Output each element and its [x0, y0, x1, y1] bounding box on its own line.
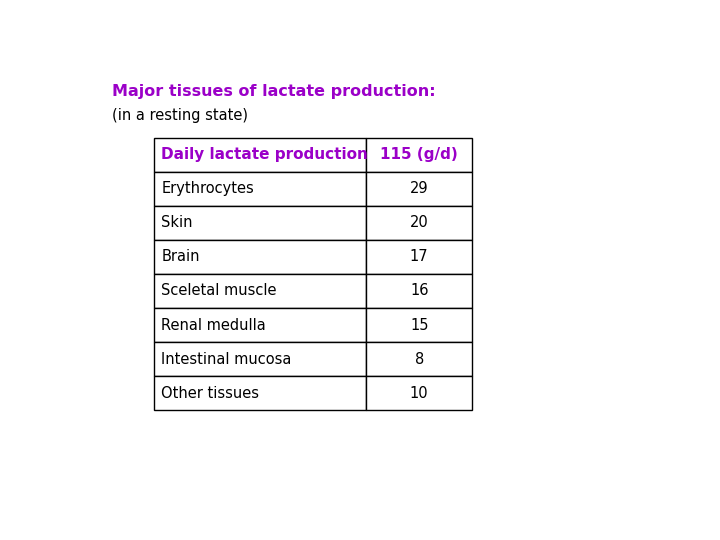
- Polygon shape: [366, 172, 472, 206]
- Polygon shape: [154, 138, 366, 172]
- Polygon shape: [154, 308, 366, 342]
- Text: Sceletal muscle: Sceletal muscle: [161, 284, 277, 299]
- Polygon shape: [154, 376, 366, 410]
- Polygon shape: [154, 206, 366, 240]
- Polygon shape: [366, 240, 472, 274]
- Polygon shape: [154, 342, 366, 376]
- Text: 20: 20: [410, 215, 428, 230]
- Text: Intestinal mucosa: Intestinal mucosa: [161, 352, 292, 367]
- Text: Major tissues of lactate production:: Major tissues of lactate production:: [112, 84, 436, 98]
- Text: 115 (g/d): 115 (g/d): [380, 147, 458, 162]
- Polygon shape: [366, 274, 472, 308]
- Polygon shape: [366, 138, 472, 172]
- Polygon shape: [366, 308, 472, 342]
- Polygon shape: [366, 342, 472, 376]
- Polygon shape: [366, 206, 472, 240]
- Text: Renal medulla: Renal medulla: [161, 318, 266, 333]
- Polygon shape: [154, 172, 366, 206]
- Text: 17: 17: [410, 249, 428, 265]
- Text: Daily lactate production: Daily lactate production: [161, 147, 369, 162]
- Polygon shape: [154, 240, 366, 274]
- Text: 29: 29: [410, 181, 428, 196]
- Text: 16: 16: [410, 284, 428, 299]
- Text: (in a resting state): (in a resting state): [112, 109, 248, 124]
- Polygon shape: [154, 274, 366, 308]
- Text: Brain: Brain: [161, 249, 200, 265]
- Polygon shape: [366, 376, 472, 410]
- Text: Other tissues: Other tissues: [161, 386, 259, 401]
- Text: 8: 8: [415, 352, 424, 367]
- Text: 15: 15: [410, 318, 428, 333]
- Text: Skin: Skin: [161, 215, 193, 230]
- Text: Erythrocytes: Erythrocytes: [161, 181, 254, 196]
- Text: 10: 10: [410, 386, 428, 401]
